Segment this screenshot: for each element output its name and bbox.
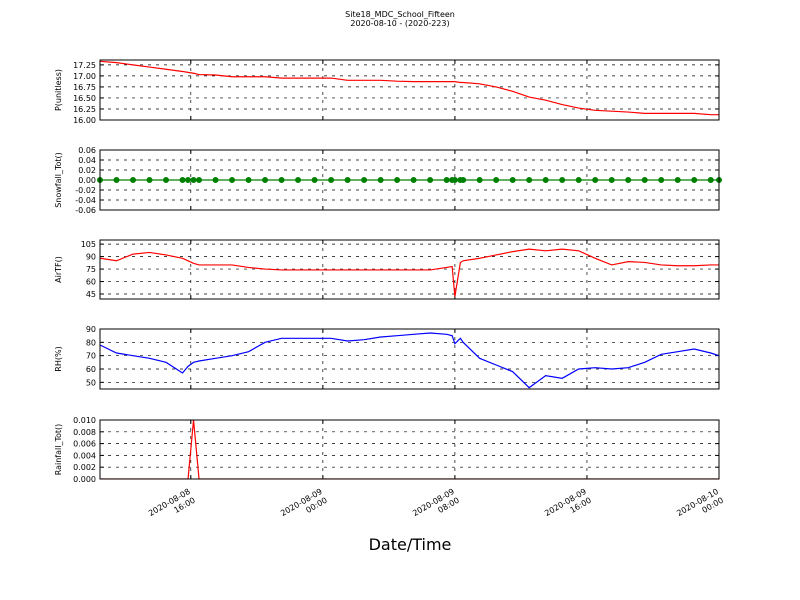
x-tick-label: 2020-08-0916:00: [543, 487, 593, 527]
data-point: [559, 177, 566, 183]
data-point: [295, 177, 302, 183]
x-tick-label: 2020-08-0900:00: [279, 487, 329, 527]
x-tick-label: 2020-08-0816:00: [147, 487, 197, 527]
data-point: [509, 177, 516, 183]
data-point: [328, 177, 335, 183]
y-tick-label: 17.00: [73, 72, 96, 81]
data-point: [674, 177, 681, 183]
data-point: [427, 177, 434, 183]
y-tick-label: 0.004: [73, 451, 96, 460]
data-point: [592, 177, 599, 183]
y-tick-label: 0.002: [73, 463, 96, 472]
data-point: [410, 177, 417, 183]
data-point: [361, 177, 368, 183]
y-tick-label: 16.75: [73, 83, 96, 92]
data-point: [691, 177, 698, 183]
data-point: [344, 177, 351, 183]
data-point: [146, 177, 153, 183]
data-point: [278, 177, 285, 183]
data-point: [163, 177, 170, 183]
y-tick-label: -0.02: [75, 186, 96, 195]
data-point: [377, 177, 384, 183]
y-tick-label: 0.006: [73, 440, 96, 449]
data-line: [100, 332, 719, 389]
data-point: [262, 177, 269, 183]
data-point: [311, 177, 318, 183]
data-point: [625, 177, 632, 183]
y-tick-label: 0.010: [73, 416, 96, 425]
data-point: [229, 177, 236, 183]
y-tick-label: 0.02: [78, 166, 96, 175]
data-line: [100, 420, 719, 479]
data-point: [526, 177, 533, 183]
x-tick-label: 2020-08-1000:00: [675, 487, 725, 527]
data-line: [100, 60, 719, 116]
data-point: [493, 177, 500, 183]
data-point: [185, 177, 192, 183]
data-point: [575, 177, 582, 183]
y-tick-label: 75: [86, 265, 96, 274]
y-tick-label: 16.50: [73, 94, 96, 103]
panel-frame: [99, 328, 720, 390]
y-tick-label: 0.00: [78, 176, 96, 185]
y-axis-label: RH(%): [54, 346, 63, 371]
data-point: [476, 177, 483, 183]
y-tick-label: 50: [86, 378, 96, 387]
data-point: [113, 177, 120, 183]
y-tick-label: -0.06: [75, 206, 96, 215]
y-axis-label: Snowfall_Tot(): [54, 152, 63, 208]
data-point: [608, 177, 615, 183]
y-axis-label: P(unitless): [54, 69, 63, 111]
panel-frame: [99, 59, 720, 121]
y-tick-label: 90: [86, 253, 96, 262]
y-tick-label: 0.008: [73, 428, 96, 437]
y-axis-label: AirTF(): [54, 256, 63, 283]
data-point: [196, 177, 203, 183]
data-point: [707, 177, 714, 183]
data-point: [542, 177, 549, 183]
data-point: [451, 177, 458, 183]
data-point: [394, 177, 401, 183]
y-tick-label: 90: [86, 325, 96, 334]
y-tick-label: 0.04: [78, 156, 96, 165]
data-point: [460, 177, 467, 183]
y-tick-label: 60: [86, 365, 96, 374]
y-tick-label: 17.25: [73, 61, 96, 70]
y-tick-label: 70: [86, 352, 96, 361]
x-tick-label: 2020-08-0908:00: [411, 487, 461, 527]
data-point: [130, 177, 137, 183]
data-point: [658, 177, 665, 183]
y-tick-label: -0.04: [75, 196, 96, 205]
panel-frame: [99, 149, 720, 211]
data-point: [212, 177, 219, 183]
data-point: [190, 177, 197, 183]
data-line: [100, 248, 719, 297]
y-tick-label: 0.000: [73, 475, 96, 484]
y-tick-label: 60: [86, 278, 96, 287]
y-tick-label: 16.00: [73, 116, 96, 125]
y-tick-label: 45: [86, 290, 96, 299]
panel-frame: [99, 239, 720, 300]
y-tick-label: 16.25: [73, 105, 96, 114]
panel-frame: [99, 419, 720, 480]
y-axis-label: Rainfall_Tot(): [54, 424, 63, 476]
y-tick-label: 80: [86, 338, 96, 347]
y-tick-label: 105: [81, 240, 96, 249]
chart-title: Site18_MDC_School_Fifteen: [345, 10, 455, 19]
data-point: [179, 177, 186, 183]
x-axis-label: Date/Time: [369, 535, 452, 554]
y-tick-label: 0.06: [78, 146, 96, 155]
data-point: [443, 177, 450, 183]
chart-subtitle: 2020-08-10 - (2020-223): [350, 19, 449, 28]
data-point: [245, 177, 252, 183]
data-point: [641, 177, 648, 183]
